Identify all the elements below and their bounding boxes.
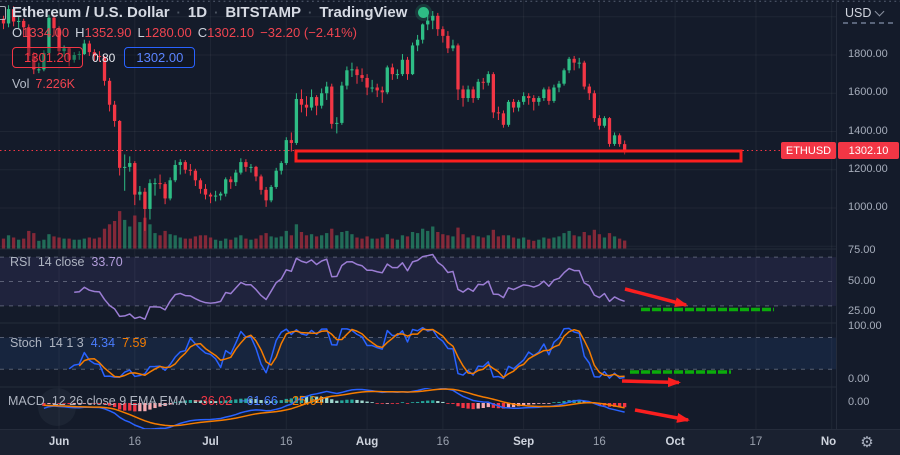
time-axis-label: Jul <box>202 436 219 448</box>
indicator-bands <box>0 256 836 426</box>
macd-pane-legend[interactable]: MACD 12 26 close 9 EMA EMA −36.02 −61.66 … <box>8 394 324 408</box>
exchange-label[interactable]: BITSTAMP <box>225 4 301 21</box>
macd-signal-line <box>43 388 625 427</box>
annotations-layer[interactable] <box>294 149 774 423</box>
price-axis-label: 1200.00 <box>848 162 888 175</box>
buy-button[interactable]: 1302.00 <box>124 47 196 68</box>
macd-layer <box>42 395 627 412</box>
separator-dot: · <box>176 5 181 20</box>
currency-selector[interactable]: USD <box>845 6 885 20</box>
volume-legend: Vol 7.226K <box>12 77 76 91</box>
price-axis-label: 1600.00 <box>848 86 888 99</box>
macd-signal-value: −25.64 <box>284 394 324 408</box>
rsi-value: 33.70 <box>91 255 123 269</box>
interval-button[interactable]: 1D <box>187 4 208 21</box>
time-axis-label: Oct <box>665 436 685 448</box>
close-value: 1302.10 <box>207 25 255 40</box>
time-axis-label: Jun <box>48 436 70 448</box>
time-axis-label: 16 <box>436 436 450 448</box>
stoch-pane-legend[interactable]: Stoch 14 1 3 4.34 7.59 <box>10 336 147 350</box>
support-zone-rectangle[interactable] <box>294 149 743 163</box>
stoch-axis-label: 0.00 <box>848 372 870 385</box>
time-axis[interactable]: Jun 16 Jul 16 Aug 16 Sep 16 Oct 17 Nov <box>0 429 900 455</box>
time-axis-label: Aug <box>355 436 379 448</box>
ohlc-row: O1334.00 H1352.90 L1280.00 C1302.10 −32.… <box>12 25 357 40</box>
platform-link[interactable]: TradingView <box>319 4 408 21</box>
last-price-label: 1302.10 <box>838 142 899 159</box>
separator-dot: · <box>214 5 219 20</box>
stoch-d-line <box>78 328 625 379</box>
cropped-toolbar-icon <box>0 6 6 20</box>
price-scale[interactable]: 1800.00 1600.00 1400.00 1200.00 1000.00 75.00… <box>836 0 900 429</box>
time-axis-label: Nov <box>820 436 836 448</box>
settings-gear-icon[interactable]: ⚙ <box>860 434 874 451</box>
rsi-line <box>74 253 625 320</box>
symbol-price-flag: ETHUSD <box>781 142 836 159</box>
time-axis-label: 16 <box>279 436 293 448</box>
stoch-d-value: 7.59 <box>122 336 147 350</box>
macd-line-value: −61.66 <box>239 394 278 408</box>
chevron-down-icon <box>874 6 885 17</box>
price-axis-label: 1000.00 <box>848 201 888 213</box>
low-value: 1280.00 <box>144 25 192 40</box>
red-arrow[interactable] <box>624 287 688 308</box>
high-value: 1352.90 <box>84 25 132 40</box>
red-arrow[interactable] <box>621 377 681 388</box>
volume-bars <box>1 211 627 249</box>
time-axis-label: 17 <box>749 436 763 448</box>
macd-line <box>43 388 625 429</box>
connection-status-icon <box>418 7 430 18</box>
volume-value: 7.226K <box>35 77 76 91</box>
time-axis-label: Sep <box>513 436 535 448</box>
sell-button[interactable]: 1301.20 <box>12 47 83 68</box>
pane-separators <box>0 248 836 388</box>
price-axis-label: 1400.00 <box>848 124 888 137</box>
open-value: 1334.00 <box>22 25 70 40</box>
stoch-axis-label: 100.00 <box>848 320 882 332</box>
separator-dot: · <box>307 5 313 20</box>
rsi-pane-legend[interactable]: RSI 14 close 33.70 <box>10 255 123 269</box>
stoch-k-value: 4.34 <box>90 336 116 350</box>
chart-legend: Ethereum / U.S. Dollar · 1D · BITSTAMP ·… <box>12 4 430 91</box>
time-axis-label: 16 <box>128 436 142 448</box>
candles-layer <box>1 5 627 231</box>
rsi-axis-label: 25.00 <box>848 305 876 317</box>
change-value: −32.20 (−2.41%) <box>260 25 357 40</box>
rsi-axis-label: 50.00 <box>848 274 876 287</box>
symbol-title[interactable]: Ethereum / U.S. Dollar <box>12 4 170 21</box>
red-arrow[interactable] <box>634 408 690 423</box>
macd-hist-value: −36.02 <box>193 394 233 408</box>
rsi-axis-label: 75.00 <box>848 244 876 256</box>
spread-value: 0.80 <box>92 50 116 65</box>
price-axis-label: 1800.00 <box>848 48 888 60</box>
macd-axis-label: 0.00 <box>848 396 870 408</box>
time-axis-label: 16 <box>592 436 606 448</box>
